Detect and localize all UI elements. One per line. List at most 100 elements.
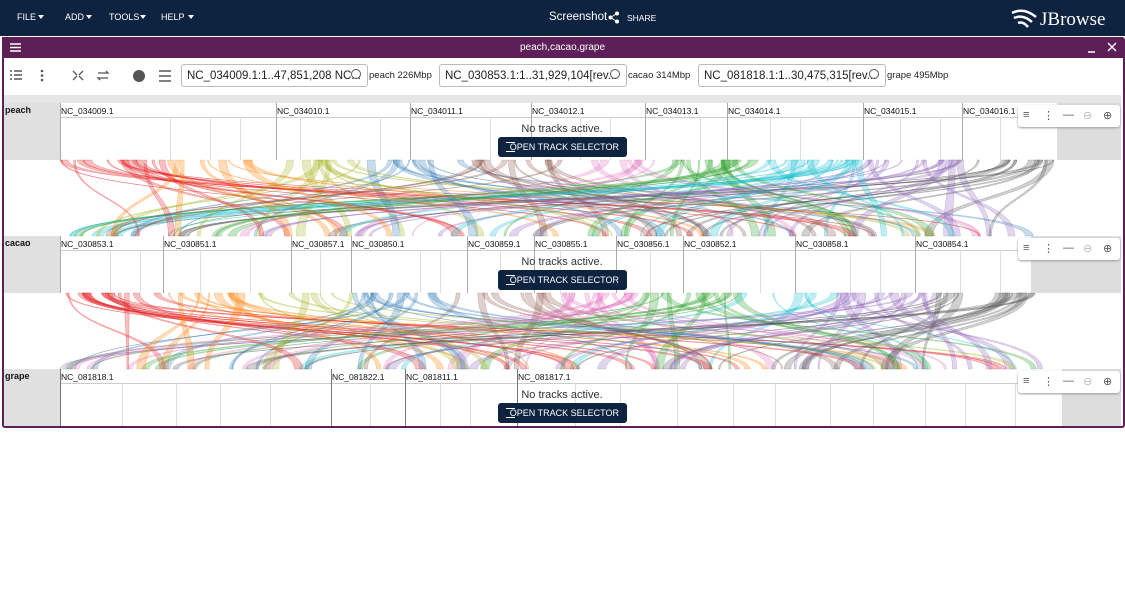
- region-label[interactable]: NC_081817.1: [518, 372, 571, 382]
- row-controls[interactable]: [1018, 371, 1120, 393]
- region-boundary: [410, 103, 411, 160]
- search-icon: [351, 69, 361, 79]
- region-label[interactable]: NC_081822.1: [332, 372, 385, 382]
- synteny-ribbon: [718, 292, 1013, 370]
- view-title: peach,cacao,grape: [519, 42, 606, 53]
- location-search[interactable]: NC_030853.1:1..31,929,104[rev...: [439, 64, 627, 87]
- synteny-ribbon: [296, 159, 332, 237]
- row-control-icon: —: [1063, 375, 1074, 387]
- grid-line: [420, 250, 421, 293]
- synteny-ribbon: [73, 159, 140, 237]
- synteny-ribbon: [130, 159, 393, 237]
- synteny-ribbon: [192, 292, 733, 370]
- region-label[interactable]: NC_030857.1: [292, 239, 345, 249]
- region-label[interactable]: NC_034010.1: [277, 106, 330, 116]
- synteny-ribbon: [272, 292, 310, 370]
- share-button[interactable]: SHARE: [627, 13, 657, 23]
- region-boundary: [331, 369, 332, 426]
- grid-line: [320, 250, 321, 293]
- synteny-ribbon: [655, 292, 707, 370]
- track-status: No tracks active.: [521, 256, 603, 268]
- synteny-ribbon: [508, 159, 960, 237]
- search-icon: [869, 69, 879, 79]
- track-selector-button[interactable]: OPEN TRACK SELECTOR: [498, 403, 627, 423]
- synteny-ribbon: [178, 292, 195, 370]
- synteny-ribbon: [562, 292, 947, 370]
- track-label-bg: [4, 369, 60, 426]
- synteny-ribbon: [412, 159, 794, 237]
- region-label[interactable]: NC_034014.1: [728, 106, 781, 116]
- region-label[interactable]: NC_081811.1: [406, 372, 458, 382]
- region-boundary: [727, 103, 728, 160]
- region-label[interactable]: NC_030853.1: [61, 239, 114, 249]
- location-search[interactable]: NC_034009.1:1..47,851,208 NC...: [181, 64, 368, 87]
- row-controls[interactable]: [1018, 238, 1120, 260]
- row-control-icon: ≡: [1023, 109, 1030, 121]
- synteny-ribbon: [172, 292, 1036, 370]
- synteny-ribbon: [525, 292, 604, 370]
- menu-add[interactable]: ADD: [65, 12, 85, 22]
- region-label[interactable]: NC_030850.1: [352, 239, 405, 249]
- view-menu-icon[interactable]: [10, 43, 22, 52]
- synteny-ribbon: [239, 159, 644, 237]
- row-controls[interactable]: [1018, 105, 1120, 127]
- region-label[interactable]: NC_030851.1: [164, 239, 217, 249]
- region-label[interactable]: NC_034015.1: [864, 106, 917, 116]
- synteny-ribbon: [317, 159, 405, 237]
- synteny-ribbon: [817, 292, 867, 370]
- synteny-ribbon: [709, 159, 854, 237]
- menu-tools[interactable]: TOOLS: [109, 12, 140, 22]
- track-label-bg: [4, 103, 60, 160]
- row-control-icon: ⊖: [1083, 110, 1093, 122]
- synteny-ribbon: [833, 292, 1027, 370]
- region-label[interactable]: NC_030856.1: [617, 239, 670, 249]
- synteny-ribbon: [117, 292, 303, 370]
- region-label[interactable]: NC_081818.1: [61, 372, 114, 382]
- menu-file[interactable]: FILE: [17, 12, 37, 22]
- region-boundary: [531, 103, 532, 160]
- track-selector-icon: [506, 408, 515, 418]
- region-label[interactable]: NC_034013.1: [646, 106, 699, 116]
- synteny-ribbon: [59, 292, 914, 370]
- track-selector-button[interactable]: OPEN TRACK SELECTOR: [498, 137, 627, 157]
- navbar: FILE ADD TOOLS HELP Screenshot SHARE JBr…: [0, 0, 1125, 36]
- grid-line: [250, 250, 251, 293]
- synteny-ribbon: [215, 159, 739, 237]
- region-label[interactable]: NC_034016.1: [963, 106, 1016, 116]
- row-control-icon: ⋮: [1043, 376, 1054, 388]
- synteny-ribbon: [784, 292, 1009, 370]
- track-selector-button[interactable]: OPEN TRACK SELECTOR: [498, 270, 627, 290]
- region-boundary: [351, 236, 352, 293]
- grid-line: [490, 117, 491, 160]
- assembly-label: cacao 314Mbp: [628, 70, 691, 81]
- region-label[interactable]: NC_030854.1: [916, 239, 969, 249]
- track-strip: [4, 95, 1121, 103]
- region-boundary: [276, 103, 277, 160]
- synteny-ribbon: [669, 159, 701, 237]
- menu-help[interactable]: HELP: [161, 12, 185, 22]
- synteny-ribbon: [855, 159, 887, 237]
- row-control-icon: ⊕: [1103, 376, 1113, 388]
- view-controls[interactable]: [1087, 42, 1119, 53]
- region-label[interactable]: NC_030858.1: [796, 239, 849, 249]
- synteny-ribbon: [265, 159, 903, 237]
- toolbar-icons[interactable]: [8, 68, 178, 84]
- region-label[interactable]: NC_034012.1: [532, 106, 585, 116]
- row-border: [60, 117, 1057, 118]
- region-boundary: [467, 236, 468, 293]
- region-label[interactable]: NC_030855.1: [535, 239, 588, 249]
- region-label[interactable]: NC_034009.1: [61, 106, 114, 116]
- grid-line: [925, 383, 926, 426]
- region-label[interactable]: NC_034011.1: [411, 106, 463, 116]
- synteny-ribbon: [923, 292, 957, 370]
- track-label: cacao: [5, 238, 31, 248]
- location-search[interactable]: NC_081818.1:1..30,475,315[rev...: [698, 64, 886, 87]
- logo-icon: [1011, 9, 1037, 28]
- row-control-icon: —: [1063, 242, 1074, 254]
- region-label[interactable]: NC_030859.1: [468, 239, 521, 249]
- region-label[interactable]: NC_030852.1: [684, 239, 737, 249]
- region-boundary: [517, 369, 518, 426]
- session-title: Screenshot: [549, 11, 608, 23]
- synteny-ribbon: [338, 159, 772, 237]
